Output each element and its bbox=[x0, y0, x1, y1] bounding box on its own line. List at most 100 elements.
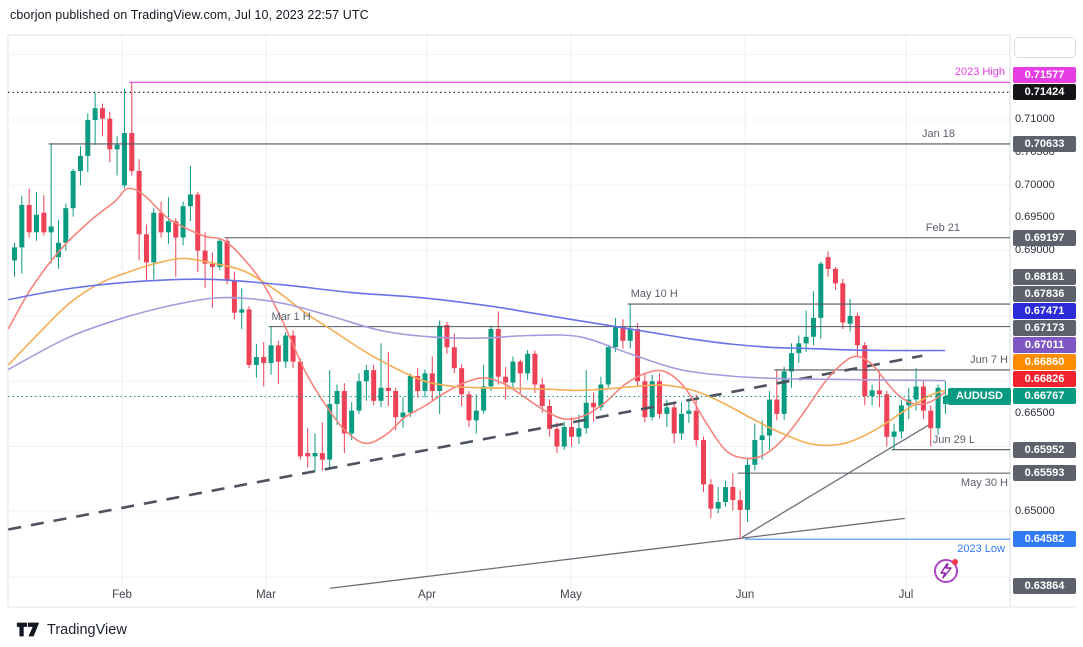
candle bbox=[209, 263, 215, 267]
symbol-price-label: AUDUSD bbox=[947, 387, 1011, 405]
candle bbox=[371, 370, 377, 401]
candle bbox=[253, 357, 259, 365]
time-axis-month-label: Apr bbox=[418, 589, 436, 601]
candle bbox=[158, 212, 164, 233]
level-may-30-high-label: May 30 H bbox=[960, 477, 1008, 490]
candle bbox=[862, 345, 868, 397]
badge-0-63864: 0.63864 bbox=[1013, 578, 1076, 595]
candle bbox=[620, 327, 626, 341]
candle bbox=[693, 410, 699, 441]
ma-slow-blue-badge: 0.67471 bbox=[1013, 303, 1076, 320]
candle bbox=[854, 315, 860, 346]
candle bbox=[290, 335, 296, 362]
ma-fast-red-badge: 0.66826 bbox=[1013, 371, 1076, 388]
price-tick: 0.71000 bbox=[1015, 113, 1055, 126]
candle bbox=[569, 426, 575, 437]
candle bbox=[143, 234, 149, 263]
candle bbox=[231, 279, 237, 313]
price-tick: 0.65000 bbox=[1015, 505, 1055, 518]
level-2023-low-label: 2023 Low bbox=[957, 543, 1005, 556]
candle bbox=[349, 410, 355, 434]
trendline-steep-support[interactable] bbox=[741, 422, 933, 538]
candle bbox=[686, 410, 692, 414]
level-2023-low-badge: 0.64582 bbox=[1013, 531, 1076, 548]
candle bbox=[745, 464, 750, 510]
ma-medium-orange-badge: 0.66860 bbox=[1013, 354, 1076, 371]
candle bbox=[437, 325, 443, 392]
candle bbox=[451, 347, 457, 369]
ma-fast-red-line bbox=[7, 187, 946, 460]
level-feb-21-label: Feb 21 bbox=[925, 221, 960, 234]
price-tick: 0.66500 bbox=[1015, 407, 1055, 420]
candle bbox=[613, 327, 619, 348]
level-2023-high-label: 2023 High bbox=[954, 66, 1005, 79]
candle bbox=[385, 387, 391, 392]
price-tick: 0.69500 bbox=[1015, 211, 1055, 224]
level-0-71424-badge: 0.71424 bbox=[1013, 84, 1076, 101]
trendline-lower-support[interactable] bbox=[330, 517, 905, 589]
candle bbox=[41, 212, 47, 233]
candle bbox=[605, 347, 611, 385]
candle bbox=[70, 170, 76, 209]
candle bbox=[393, 391, 399, 418]
level-jan-18-label: Jan 18 bbox=[921, 127, 955, 140]
candle bbox=[246, 309, 252, 365]
price-tick: 0.70000 bbox=[1015, 178, 1055, 191]
candle bbox=[627, 328, 633, 341]
candle bbox=[803, 336, 809, 344]
candle bbox=[165, 221, 171, 233]
candle bbox=[913, 386, 919, 400]
candle bbox=[107, 118, 113, 150]
candle bbox=[48, 226, 54, 233]
candle bbox=[715, 502, 721, 509]
tradingview-watermark[interactable]: TradingView bbox=[16, 620, 127, 639]
level-jan-18-badge: 0.70633 bbox=[1013, 135, 1076, 152]
candle bbox=[525, 353, 531, 374]
level-2023-high-badge: 0.71577 bbox=[1013, 67, 1076, 84]
publish-byline: cborjon published on TradingView.com, Ju… bbox=[10, 8, 369, 22]
candle bbox=[459, 368, 465, 395]
candle bbox=[63, 208, 69, 243]
candle bbox=[942, 396, 948, 405]
level-jun-29-low-badge: 0.65952 bbox=[1013, 441, 1076, 458]
ma-slow-purple-badge: 0.67011 bbox=[1013, 337, 1076, 354]
candle bbox=[356, 381, 362, 411]
candle bbox=[92, 108, 98, 120]
candle bbox=[334, 391, 340, 405]
candle bbox=[554, 428, 560, 447]
candle bbox=[151, 212, 157, 263]
candle bbox=[55, 242, 61, 258]
candle bbox=[297, 361, 303, 457]
candle bbox=[884, 394, 890, 437]
candle bbox=[268, 345, 274, 363]
candle bbox=[26, 204, 32, 233]
candle bbox=[657, 381, 663, 414]
candle bbox=[429, 373, 435, 392]
candle bbox=[85, 119, 91, 156]
time-axis-month-label: Mar bbox=[256, 589, 276, 601]
candle bbox=[869, 390, 875, 397]
lightning-circle-icon[interactable] bbox=[933, 557, 961, 585]
candle bbox=[415, 376, 421, 392]
candle bbox=[275, 345, 281, 362]
candle bbox=[187, 194, 193, 207]
level-may-30-high-badge: 0.65593 bbox=[1013, 465, 1076, 482]
current-price-badge: 0.66767 bbox=[1013, 387, 1076, 404]
time-axis-month-label: Feb bbox=[112, 589, 132, 601]
candle bbox=[810, 317, 816, 337]
candle bbox=[422, 373, 428, 392]
trendline-dashed-support[interactable] bbox=[8, 354, 923, 531]
level-jun-7-high-label: Jun 7 H bbox=[970, 353, 1008, 366]
candle bbox=[77, 155, 83, 171]
candle bbox=[818, 263, 824, 318]
level-may-10-high-label: May 10 H bbox=[630, 288, 678, 301]
level-jun-29-low-label: Jun 29 L bbox=[932, 433, 975, 446]
price-scale-settings-box[interactable] bbox=[1014, 37, 1076, 58]
candle bbox=[283, 335, 289, 362]
time-axis-month-label: Jun bbox=[735, 589, 755, 601]
candle bbox=[664, 407, 670, 414]
candle bbox=[224, 240, 230, 280]
candle bbox=[547, 406, 553, 429]
